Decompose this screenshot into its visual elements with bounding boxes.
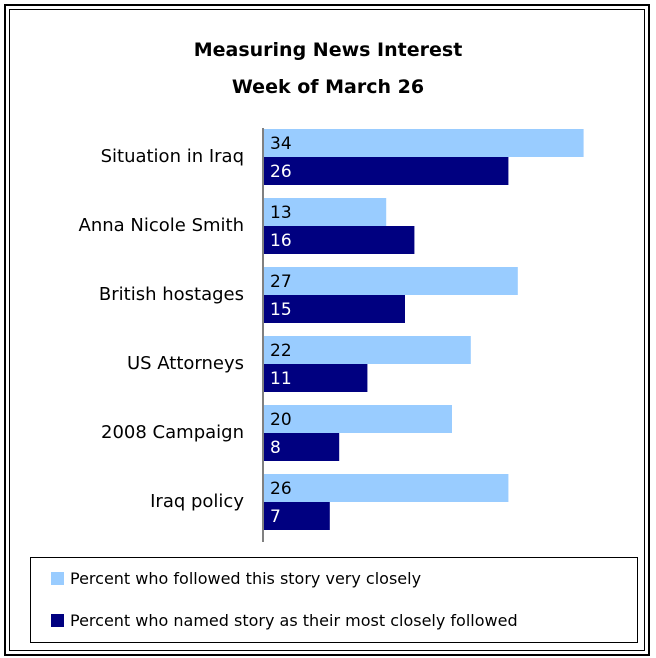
value-label-situation-in-iraq-series-2: 26 <box>270 162 292 182</box>
legend: Percent who followed this story very clo… <box>30 557 638 643</box>
bar-iraq-policy-series-2 <box>264 502 330 530</box>
legend-label-very-closely: Percent who followed this story very clo… <box>70 568 422 588</box>
bar-2008-campaign-series-2 <box>264 433 340 461</box>
value-label-2008-campaign-series-1: 20 <box>270 410 292 430</box>
category-label-situation-in-iraq: Situation in Iraq <box>101 146 244 167</box>
value-label-situation-in-iraq-series-1: 34 <box>270 134 292 154</box>
legend-item-most-closely: Percent who named story as their most cl… <box>51 610 518 630</box>
bar-anna-nicole-smith-series-2 <box>264 226 415 254</box>
category-label-2008-campaign: 2008 Campaign <box>101 422 244 443</box>
legend-label-most-closely: Percent who named story as their most cl… <box>70 610 518 630</box>
value-label-2008-campaign-series-2: 8 <box>270 438 281 458</box>
value-label-anna-nicole-smith-series-1: 13 <box>270 203 292 223</box>
value-label-british-hostages-series-1: 27 <box>270 272 292 292</box>
legend-item-very-closely: Percent who followed this story very clo… <box>51 568 421 588</box>
legend-swatch-most-closely <box>51 613 64 627</box>
category-label-british-hostages: British hostages <box>99 284 244 305</box>
bar-situation-in-iraq-series-1 <box>264 129 584 157</box>
bar-british-hostages-series-2 <box>264 295 405 323</box>
value-label-iraq-policy-series-1: 26 <box>270 479 292 499</box>
value-label-british-hostages-series-2: 15 <box>270 300 292 320</box>
category-label-iraq-policy: Iraq policy <box>150 491 244 512</box>
value-label-iraq-policy-series-2: 7 <box>270 507 281 527</box>
bar-anna-nicole-smith-series-1 <box>264 198 387 226</box>
category-label-anna-nicole-smith: Anna Nicole Smith <box>79 215 244 236</box>
bar-us-attorneys-series-2 <box>264 364 368 392</box>
chart-subtitle: Week of March 26 <box>232 76 424 98</box>
value-label-us-attorneys-series-1: 22 <box>270 341 292 361</box>
value-label-anna-nicole-smith-series-2: 16 <box>270 231 292 251</box>
category-label-us-attorneys: US Attorneys <box>127 353 244 374</box>
bar-iraq-policy-series-1 <box>264 474 509 502</box>
chart-frame <box>4 4 650 656</box>
bar-british-hostages-series-1 <box>264 267 518 295</box>
bars-layer: Situation in Iraq 34 26 Anna Nicole Smith 13… <box>79 129 584 530</box>
bar-us-attorneys-series-1 <box>264 336 471 364</box>
value-label-us-attorneys-series-2: 11 <box>270 369 292 389</box>
legend-swatch-very-closely <box>51 571 64 585</box>
chart-title: Measuring News Interest <box>194 39 463 61</box>
bar-situation-in-iraq-series-2 <box>264 157 509 185</box>
bar-2008-campaign-series-1 <box>264 405 452 433</box>
chart-inner-border <box>9 9 645 651</box>
